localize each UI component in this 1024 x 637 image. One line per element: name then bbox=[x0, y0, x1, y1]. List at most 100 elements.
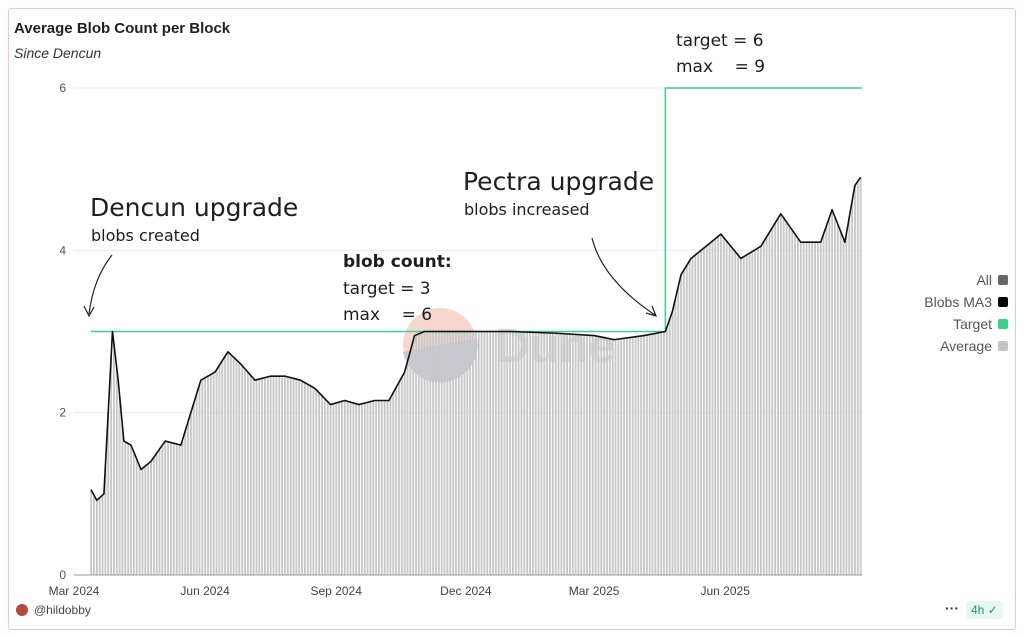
legend-label: Average bbox=[940, 338, 992, 354]
average-bar bbox=[392, 392, 395, 575]
average-bar bbox=[315, 389, 318, 575]
average-bar bbox=[118, 395, 121, 575]
average-bar bbox=[246, 372, 249, 575]
average-bar bbox=[805, 242, 808, 575]
average-bar bbox=[688, 260, 691, 575]
blobs-ma3-line bbox=[90, 176, 862, 502]
average-bar bbox=[98, 497, 101, 575]
target-line bbox=[91, 87, 862, 333]
average-bar bbox=[452, 331, 455, 575]
average-bar bbox=[446, 331, 449, 575]
average-bar bbox=[158, 449, 161, 575]
average-bar bbox=[845, 234, 848, 575]
average-bar bbox=[397, 382, 400, 575]
blob-count-max: max = 6 bbox=[343, 305, 433, 325]
average-bar bbox=[625, 337, 628, 575]
average-bar bbox=[152, 457, 155, 575]
average-bar bbox=[184, 431, 187, 575]
average-bar bbox=[132, 452, 135, 575]
average-bar bbox=[722, 237, 725, 576]
average-bar bbox=[321, 395, 323, 575]
average-bar bbox=[503, 331, 506, 575]
x-tick-label: Dec 2024 bbox=[440, 584, 492, 598]
average-bar bbox=[124, 441, 127, 575]
average-bar bbox=[814, 242, 816, 575]
average-bar bbox=[110, 358, 113, 575]
average-bar bbox=[791, 230, 794, 575]
average-bar bbox=[611, 339, 614, 575]
check-circle-icon: ✓ bbox=[987, 603, 998, 617]
x-tick-label: Jun 2025 bbox=[701, 584, 751, 598]
average-bar bbox=[127, 443, 130, 575]
average-bar bbox=[777, 218, 779, 576]
refresh-status-badge[interactable]: 4h ✓ bbox=[966, 601, 1003, 619]
legend-item-blobs-ma3[interactable]: Blobs MA3 bbox=[924, 291, 1008, 313]
average-bar bbox=[606, 338, 608, 575]
x-tick-label: Mar 2024 bbox=[49, 584, 100, 598]
more-options-button[interactable]: ··· bbox=[945, 600, 959, 616]
average-bar bbox=[514, 331, 517, 575]
author-link[interactable]: @hildobby bbox=[16, 603, 91, 617]
average-bar bbox=[500, 331, 503, 575]
avatar bbox=[16, 604, 28, 616]
average-bar bbox=[244, 368, 246, 575]
average-bar bbox=[546, 332, 549, 575]
average-bar bbox=[603, 337, 606, 575]
average-bar bbox=[298, 379, 301, 575]
average-bar bbox=[643, 335, 645, 575]
legend-item-target[interactable]: Target bbox=[924, 313, 1008, 335]
legend: All Blobs MA3 Target Average bbox=[924, 269, 1008, 357]
average-bar bbox=[95, 500, 98, 575]
average-bar bbox=[759, 246, 762, 575]
average-bar bbox=[799, 242, 802, 575]
average-bar bbox=[164, 441, 167, 575]
average-bar bbox=[360, 403, 363, 575]
average-bar bbox=[828, 217, 831, 575]
dencun-arrow bbox=[88, 254, 113, 315]
legend-swatch bbox=[998, 341, 1008, 351]
average-bar bbox=[782, 217, 785, 575]
average-bar bbox=[657, 332, 660, 575]
average-bar bbox=[224, 356, 227, 575]
average-bar bbox=[101, 495, 104, 575]
new-max-annotation: max = 9 bbox=[676, 57, 766, 77]
average-bar bbox=[112, 343, 115, 575]
average-bar bbox=[594, 335, 597, 575]
average-bar bbox=[720, 234, 722, 575]
average-bar bbox=[383, 400, 386, 575]
average-bar bbox=[631, 337, 634, 575]
average-bar bbox=[549, 332, 551, 575]
average-bar bbox=[851, 201, 854, 575]
average-bar bbox=[648, 334, 651, 575]
average-bar bbox=[794, 234, 797, 575]
average-bar bbox=[278, 376, 281, 575]
average-bar bbox=[329, 404, 332, 575]
average-bar bbox=[497, 331, 500, 575]
average-bar bbox=[135, 459, 138, 575]
average-bar bbox=[728, 244, 731, 576]
average-bar bbox=[859, 177, 862, 576]
legend-item-all[interactable]: All bbox=[924, 269, 1008, 291]
average-bar bbox=[412, 340, 415, 575]
average-bar bbox=[700, 250, 702, 576]
average-bar bbox=[785, 221, 788, 576]
legend-swatch bbox=[998, 319, 1008, 329]
average-bar bbox=[737, 254, 740, 575]
average-bar bbox=[449, 331, 452, 575]
average-bar bbox=[472, 331, 474, 575]
average-bar bbox=[694, 254, 697, 575]
blob-count-target: target = 3 bbox=[343, 279, 431, 299]
average-bar bbox=[543, 332, 546, 575]
dencun-annotation-sub: blobs created bbox=[91, 226, 200, 245]
average-bar bbox=[226, 351, 229, 575]
average-bar bbox=[671, 311, 674, 575]
average-bar bbox=[192, 403, 195, 575]
average-bar bbox=[774, 223, 777, 575]
average-bar bbox=[853, 185, 856, 575]
legend-item-average[interactable]: Average bbox=[924, 335, 1008, 357]
average-bar bbox=[147, 463, 150, 575]
y-tick-label: 4 bbox=[59, 243, 66, 257]
average-bar bbox=[557, 333, 560, 575]
average-bar bbox=[529, 332, 531, 575]
average-bar bbox=[617, 339, 620, 575]
